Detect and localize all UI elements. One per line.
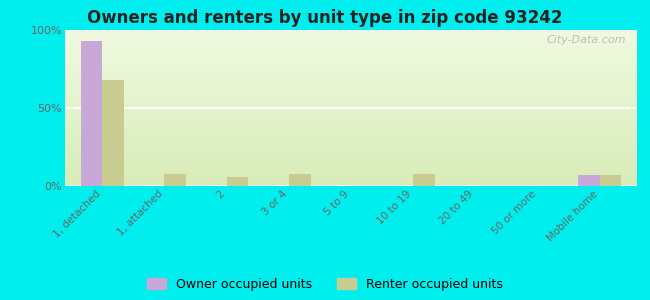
Bar	[600, 175, 621, 186]
Bar	[578, 175, 600, 186]
Bar	[227, 177, 248, 186]
Legend: Owner occupied units, Renter occupied units: Owner occupied units, Renter occupied un…	[148, 278, 502, 291]
Text: Owners and renters by unit type in zip code 93242: Owners and renters by unit type in zip c…	[87, 9, 563, 27]
Text: City-Data.com: City-Data.com	[546, 35, 625, 45]
Bar	[164, 173, 187, 186]
Bar	[102, 80, 124, 186]
Bar	[289, 173, 311, 186]
Bar	[413, 173, 435, 186]
Bar	[81, 41, 102, 186]
